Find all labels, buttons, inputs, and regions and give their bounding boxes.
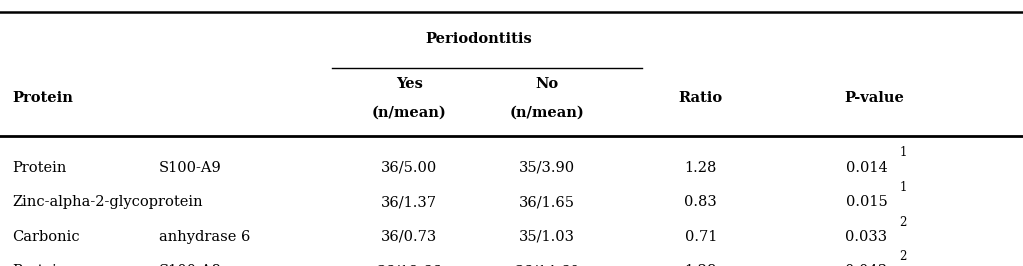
Text: 1.28: 1.28 [684,264,717,266]
Text: 0.83: 0.83 [684,195,717,209]
Text: 2: 2 [899,216,907,228]
Text: 0.043: 0.043 [845,264,888,266]
Text: 0.015: 0.015 [846,195,887,209]
Text: 0.033: 0.033 [845,230,888,244]
Text: (n/mean): (n/mean) [371,106,447,120]
Text: 36/14.60: 36/14.60 [515,264,580,266]
Text: 1: 1 [899,181,907,194]
Text: S100-A9: S100-A9 [159,161,221,174]
Text: 36/1.65: 36/1.65 [520,195,575,209]
Text: Periodontitis: Periodontitis [425,32,532,45]
Text: 35/1.03: 35/1.03 [520,230,575,244]
Text: Zinc-alpha-2-glycoprotein: Zinc-alpha-2-glycoprotein [12,195,203,209]
Text: 36/18.66: 36/18.66 [376,264,442,266]
Text: Protein: Protein [12,161,66,174]
Text: 2: 2 [899,250,907,263]
Text: 36/1.37: 36/1.37 [382,195,437,209]
Text: 0.71: 0.71 [684,230,717,244]
Text: Protein: Protein [12,92,74,105]
Text: 0.014: 0.014 [846,161,887,174]
Text: 36/0.73: 36/0.73 [382,230,437,244]
Text: Ratio: Ratio [678,92,723,105]
Text: P-value: P-value [845,92,904,105]
Text: 1.28: 1.28 [684,161,717,174]
Text: anhydrase 6: anhydrase 6 [159,230,250,244]
Text: Carbonic: Carbonic [12,230,80,244]
Text: 36/5.00: 36/5.00 [382,161,437,174]
Text: 35/3.90: 35/3.90 [520,161,575,174]
Text: S100-A8: S100-A8 [159,264,221,266]
Text: Protein: Protein [12,264,66,266]
Text: 1: 1 [899,147,907,159]
Text: Yes: Yes [396,77,422,91]
Text: No: No [536,77,559,91]
Text: (n/mean): (n/mean) [509,106,585,120]
